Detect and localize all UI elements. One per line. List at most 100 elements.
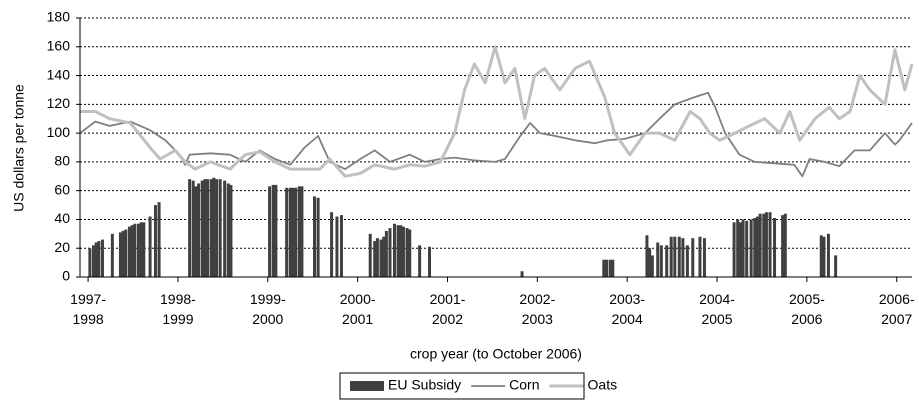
bar bbox=[656, 242, 660, 277]
bar bbox=[520, 271, 524, 277]
bar bbox=[373, 241, 377, 277]
bar bbox=[650, 255, 654, 277]
bar bbox=[124, 229, 128, 277]
x-tick-label-line: 2005 bbox=[701, 311, 732, 327]
x-tick-label-line: 1997- bbox=[70, 291, 106, 307]
x-tick-label: 2000- 2001 bbox=[340, 291, 376, 327]
bar bbox=[768, 212, 772, 277]
bar bbox=[223, 180, 227, 277]
bar bbox=[681, 238, 685, 277]
bar bbox=[209, 179, 213, 277]
bar bbox=[148, 216, 152, 277]
legend-label: Oats bbox=[588, 377, 618, 393]
x-tick-label-line: 2004 bbox=[612, 311, 643, 327]
x-tick-label-line: 1998- bbox=[160, 291, 196, 307]
bar bbox=[685, 245, 689, 277]
bar bbox=[749, 219, 753, 277]
bar bbox=[758, 213, 762, 277]
bar bbox=[741, 219, 745, 277]
bar bbox=[130, 225, 134, 277]
bar bbox=[157, 202, 161, 277]
bar bbox=[602, 259, 606, 277]
x-tick-label: 2003- 2004 bbox=[609, 291, 645, 327]
bar bbox=[91, 245, 95, 277]
bar bbox=[834, 255, 838, 277]
bar bbox=[384, 230, 388, 277]
bar bbox=[218, 179, 222, 277]
bar bbox=[822, 236, 826, 277]
bar bbox=[405, 228, 409, 277]
y-tick-label: 120 bbox=[47, 95, 71, 111]
bar bbox=[288, 187, 292, 277]
bar bbox=[392, 223, 396, 277]
x-tick-label: 1997- 1998 bbox=[70, 291, 106, 327]
legend-label: Corn bbox=[509, 377, 539, 393]
bar bbox=[127, 226, 131, 277]
y-tick-label: 160 bbox=[47, 37, 71, 53]
bar bbox=[669, 236, 673, 277]
x-tick-label-line: 2004- bbox=[699, 291, 735, 307]
bar bbox=[136, 223, 140, 277]
x-tick-label: 1998- 1999 bbox=[160, 291, 196, 327]
bar bbox=[203, 179, 207, 277]
x-tick-label-line: 2003- bbox=[609, 291, 645, 307]
legend-swatch bbox=[350, 381, 384, 391]
x-tick-label: 2002- 2003 bbox=[519, 291, 555, 327]
bar bbox=[691, 238, 695, 277]
bar bbox=[418, 245, 422, 277]
x-tick-label: 1999- 2000 bbox=[250, 291, 286, 327]
bar bbox=[110, 233, 114, 277]
bar bbox=[608, 259, 612, 277]
bar bbox=[316, 197, 320, 277]
x-tick-label-line: 2005- bbox=[789, 291, 825, 307]
bar bbox=[379, 239, 383, 277]
bar bbox=[297, 186, 301, 277]
y-axis-label: US dollars per tonne bbox=[11, 84, 27, 212]
bar bbox=[401, 226, 405, 277]
x-tick-label-line: 2006- bbox=[879, 291, 915, 307]
bar bbox=[142, 222, 146, 277]
legend-label: EU Subsidy bbox=[388, 377, 461, 393]
bar bbox=[826, 233, 830, 277]
bar bbox=[274, 184, 278, 277]
y-tick-label: 140 bbox=[47, 66, 71, 82]
bar bbox=[611, 259, 615, 277]
bar bbox=[200, 180, 204, 277]
bar bbox=[648, 248, 652, 277]
bar bbox=[659, 245, 663, 277]
bar bbox=[285, 187, 289, 277]
x-tick-label-line: 2002- bbox=[519, 291, 555, 307]
y-tick-label: 100 bbox=[47, 124, 71, 140]
bar bbox=[781, 215, 785, 277]
bar bbox=[368, 233, 372, 277]
y-tick-label: 80 bbox=[54, 153, 70, 169]
bar bbox=[212, 177, 216, 277]
bar bbox=[191, 180, 195, 277]
bar bbox=[339, 215, 343, 277]
bar bbox=[206, 179, 210, 277]
x-tick-label-line: 2000- bbox=[340, 291, 376, 307]
bar bbox=[605, 259, 609, 277]
bar bbox=[736, 219, 740, 277]
x-tick-label-line: 2003 bbox=[522, 311, 553, 327]
bar bbox=[396, 225, 400, 277]
bar bbox=[428, 246, 432, 277]
y-tick-label: 40 bbox=[54, 210, 70, 226]
bar bbox=[738, 222, 742, 277]
bar bbox=[313, 196, 317, 277]
bar bbox=[271, 184, 275, 277]
bar bbox=[291, 187, 295, 277]
y-tick-label: 180 bbox=[47, 9, 71, 25]
bar bbox=[100, 239, 104, 277]
bar bbox=[399, 225, 403, 277]
bar bbox=[139, 222, 143, 277]
bar bbox=[673, 236, 677, 277]
y-tick-label: 20 bbox=[54, 239, 70, 255]
bar bbox=[753, 218, 757, 277]
bar bbox=[408, 229, 412, 277]
bar bbox=[188, 179, 192, 277]
bar bbox=[215, 179, 219, 277]
x-tick-label-line: 2001- bbox=[430, 291, 466, 307]
bar bbox=[121, 230, 125, 277]
